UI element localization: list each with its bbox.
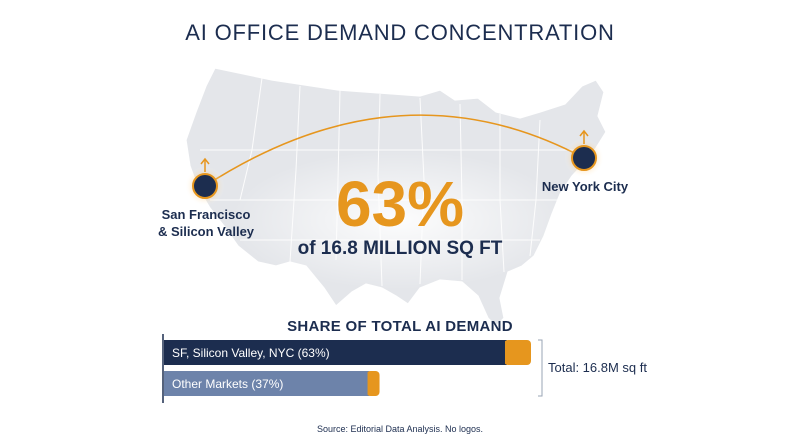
bar-chart-title: SHARE OF TOTAL AI DEMAND <box>287 318 513 335</box>
bar-2 <box>164 371 370 396</box>
bar-1 <box>164 340 507 365</box>
source-note: Source: Editorial Data Analysis. No logo… <box>316 424 484 434</box>
connection-arc <box>204 114 585 187</box>
chart-title: AI OFFICE DEMAND CONCENTRATION <box>185 20 615 45</box>
total-bracket <box>538 339 543 397</box>
headline-subtitle: of 16.8 MILLION SQ FT <box>297 238 503 259</box>
nyc-marker <box>564 129 604 178</box>
sf-marker <box>185 157 225 206</box>
total-label: Total: 16.8M sq ft <box>548 360 647 375</box>
headline-percentage: 63% <box>335 168 465 240</box>
bar-1-accent <box>504 340 531 365</box>
bar-2-accent <box>366 371 380 396</box>
bar-label-1: SF, Silicon Valley, NYC (63%) <box>172 346 330 360</box>
nyc-label: New York City <box>541 179 629 194</box>
sf-label: San Francisco & Silicon Valley <box>157 207 255 239</box>
bar-label-2: Other Markets (37%) <box>172 377 283 391</box>
